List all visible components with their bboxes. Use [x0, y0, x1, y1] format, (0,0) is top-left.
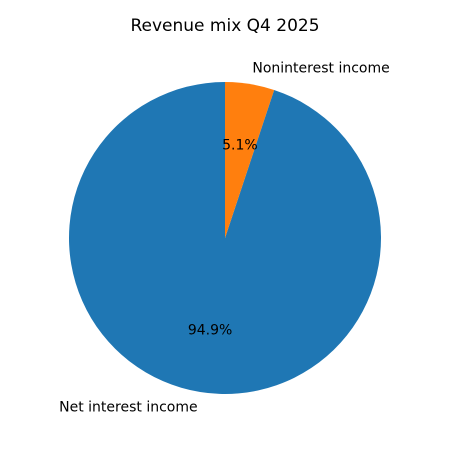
pie-wedge: [69, 82, 382, 394]
chart-title: Revenue mix Q4 2025: [130, 16, 319, 36]
pie-wedge: [225, 82, 275, 238]
category-label: Net interest income: [59, 399, 197, 415]
value-label: 5.1%: [222, 138, 258, 154]
value-label: 94.9%: [188, 322, 232, 338]
category-label: Noninterest income: [252, 61, 389, 77]
